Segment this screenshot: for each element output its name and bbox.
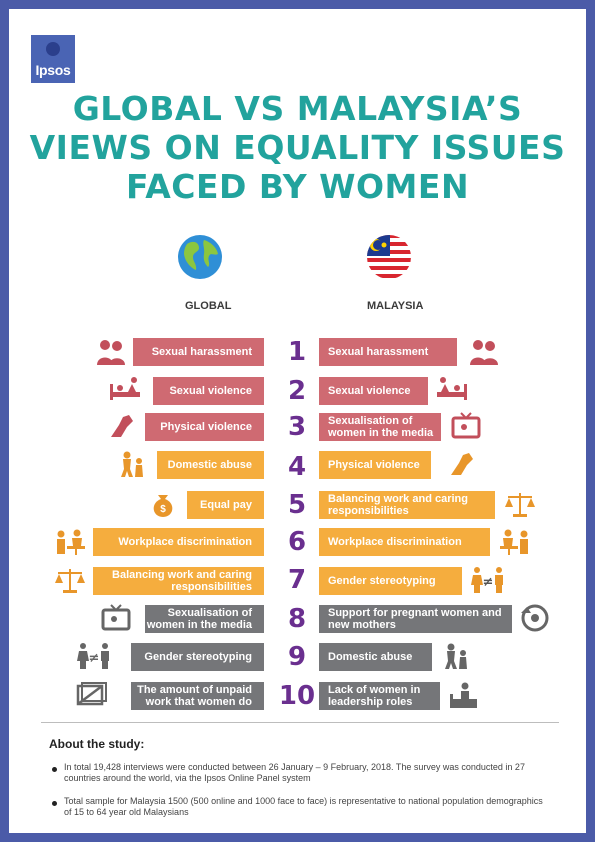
- global-issue-6: Workplace discrimination: [93, 528, 264, 556]
- tv-icon: [101, 604, 131, 631]
- global-issue-7: Balancing work and caring responsibiliti…: [93, 567, 264, 595]
- svg-text:$: $: [160, 504, 166, 515]
- svg-text:≠: ≠: [89, 651, 100, 666]
- bullet-1: [52, 767, 57, 772]
- global-issue-8: Sexualisation of women in the media: [145, 605, 264, 633]
- tv-icon: [451, 412, 481, 439]
- page-title: GLOBAL VS MALAYSIA’S VIEWS ON EQUALITY I…: [9, 89, 586, 206]
- couple-icon: [97, 340, 125, 365]
- rank-6: 6: [287, 527, 307, 557]
- malaysia-column-label: MALAYSIA: [367, 300, 424, 312]
- domestic-abuse-icon: [121, 451, 143, 477]
- unpaid-work-icon: [76, 682, 107, 706]
- bed-violence-icon: [110, 377, 140, 400]
- rank-10: 10: [278, 681, 316, 711]
- rank-2: 2: [287, 376, 307, 406]
- about-note-2: Total sample for Malaysia 1500 (500 onli…: [64, 796, 543, 817]
- domestic-abuse-icon: [445, 643, 467, 669]
- svg-text:≠: ≠: [483, 575, 494, 590]
- infographic-page: Ipsos GLOBAL VS MALAYSIA’S VIEWS ON EQUA…: [9, 9, 586, 833]
- title-line-3: FACED BY WOMEN: [125, 167, 470, 206]
- workplace-icon: [500, 529, 528, 555]
- ipsos-logo: Ipsos: [31, 35, 75, 83]
- rank-5: 5: [287, 490, 307, 520]
- rank-8: 8: [287, 604, 307, 634]
- malaysia-issue-3: Sexualisation of women in the media: [319, 413, 441, 441]
- rank-9: 9: [287, 642, 307, 672]
- global-issue-5: Equal pay: [187, 491, 264, 519]
- global-issue-3: Physical violence: [145, 413, 264, 441]
- rank-3: 3: [287, 412, 307, 442]
- bed-violence-icon: [437, 377, 467, 400]
- global-issue-2: Sexual violence: [153, 377, 264, 405]
- malaysia-issue-7: Gender stereotyping: [319, 567, 462, 595]
- global-column-label: GLOBAL: [185, 300, 232, 312]
- globe-icon: [178, 235, 222, 279]
- pregnant-icon: [521, 604, 549, 632]
- global-issue-4: Domestic abuse: [157, 451, 264, 479]
- malaysia-issue-2: Sexual violence: [319, 377, 428, 405]
- malaysia-issue-5: Balancing work and caring responsibiliti…: [319, 491, 495, 519]
- leader-icon: [450, 682, 477, 708]
- malaysia-issue-6: Workplace discrimination: [319, 528, 490, 556]
- divider: [41, 722, 559, 723]
- rank-1: 1: [287, 337, 307, 367]
- hand-gun-icon: [111, 415, 133, 437]
- title-line-1: GLOBAL VS MALAYSIA’S: [72, 89, 523, 128]
- malaysia-flag-icon: [367, 235, 411, 279]
- malaysia-issue-4: Physical violence: [319, 451, 431, 479]
- money-bag-icon: $: [153, 495, 173, 517]
- global-issue-10: The amount of unpaid work that women do: [131, 682, 264, 710]
- global-issue-1: Sexual harassment: [133, 338, 264, 366]
- hand-gun-icon: [451, 453, 473, 475]
- malaysia-issue-8: Support for pregnant women and new mothe…: [319, 605, 512, 633]
- malaysia-issue-1: Sexual harassment: [319, 338, 457, 366]
- gender-not-equal-icon: ≠: [471, 567, 503, 593]
- bullet-2: [52, 801, 57, 806]
- title-line-2: VIEWS ON EQUALITY ISSUES: [29, 128, 566, 167]
- global-issue-9: Gender stereotyping: [131, 643, 264, 671]
- about-title: About the study:: [49, 737, 145, 751]
- rank-7: 7: [287, 565, 307, 595]
- logo-text: Ipsos: [35, 62, 71, 78]
- rank-4: 4: [287, 452, 307, 482]
- about-note-1: In total 19,428 interviews were conducte…: [64, 762, 525, 783]
- scale-icon: [55, 569, 85, 593]
- malaysia-issue-10: Lack of women in leadership roles: [319, 682, 440, 710]
- malaysia-issue-9: Domestic abuse: [319, 643, 432, 671]
- gender-not-equal-icon: ≠: [77, 643, 109, 669]
- scale-icon: [505, 493, 535, 517]
- workplace-icon: [57, 529, 85, 555]
- couple-icon: [470, 340, 498, 365]
